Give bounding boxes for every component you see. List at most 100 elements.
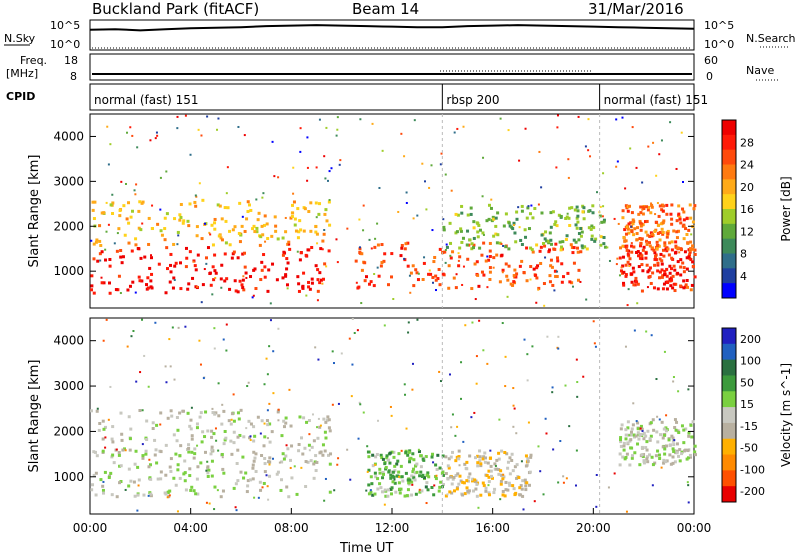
- echo-speckle: [365, 489, 368, 492]
- echo-speckle: [149, 139, 152, 142]
- echo-cell: [232, 486, 236, 490]
- echo-cell: [213, 412, 217, 416]
- echo-cell: [512, 280, 516, 284]
- echo-speckle: [241, 215, 244, 218]
- echo-cell: [443, 250, 447, 254]
- echo-cell: [484, 259, 488, 263]
- echo-cell: [642, 437, 646, 441]
- echo-cell: [262, 223, 266, 227]
- echo-cell: [308, 287, 312, 291]
- echo-cell: [484, 489, 488, 493]
- echo-speckle: [522, 508, 525, 511]
- echo-cell: [290, 203, 294, 207]
- echo-cell: [184, 246, 188, 250]
- echo-speckle: [353, 332, 356, 335]
- echo-cell: [370, 482, 374, 486]
- echo-cell: [678, 448, 682, 452]
- echo-cell: [478, 449, 482, 453]
- echo-cell: [549, 238, 553, 242]
- echo-cell: [575, 216, 579, 220]
- echo-cell: [550, 265, 554, 269]
- echo-speckle: [272, 457, 275, 460]
- echo-cell: [213, 485, 217, 489]
- echo-cell: [559, 214, 563, 218]
- echo-cell: [112, 461, 116, 465]
- echo-cell: [518, 493, 522, 497]
- echo-cell: [495, 253, 499, 257]
- echo-cell: [671, 436, 675, 440]
- echo-speckle: [559, 440, 562, 443]
- echo-cell: [680, 452, 684, 456]
- echo-cell: [456, 472, 460, 476]
- echo-speckle: [200, 134, 203, 137]
- echo-cell: [488, 266, 492, 270]
- echo-cell: [438, 283, 442, 287]
- echo-speckle: [504, 385, 507, 388]
- echo-speckle: [362, 204, 365, 207]
- echo-cell: [133, 462, 137, 466]
- echo-cell: [689, 258, 693, 262]
- echo-cell: [479, 462, 483, 466]
- echo-cell: [682, 266, 686, 270]
- colorbar-cell: [722, 179, 736, 195]
- echo-cell: [406, 488, 410, 492]
- echo-speckle: [639, 427, 642, 430]
- echo-cell: [266, 237, 270, 241]
- colorbar-cell: [722, 422, 736, 440]
- echo-cell: [581, 210, 585, 214]
- echo-cell: [542, 282, 546, 286]
- echo-cell: [501, 489, 505, 493]
- echo-speckle: [199, 363, 202, 366]
- echo-cell: [555, 224, 559, 228]
- echo-cell: [307, 419, 311, 423]
- echo-cell: [656, 449, 660, 453]
- echo-cell: [462, 481, 466, 485]
- echo-cell: [669, 212, 673, 216]
- echo-cell: [580, 230, 584, 234]
- echo-cell: [235, 461, 239, 465]
- echo-cell: [626, 209, 630, 213]
- echo-cell: [119, 255, 123, 259]
- echo-cell: [148, 476, 152, 480]
- echo-cell: [627, 231, 631, 235]
- echo-cell: [290, 476, 294, 480]
- echo-cell: [298, 415, 302, 419]
- echo-cell: [671, 274, 675, 278]
- echo-speckle: [359, 403, 362, 406]
- echo-cell: [506, 488, 510, 492]
- echo-cell: [458, 255, 462, 259]
- echo-cell: [520, 204, 524, 208]
- echo-speckle: [630, 242, 633, 245]
- echo-cell: [310, 445, 314, 449]
- echo-cell: [566, 271, 570, 275]
- echo-speckle: [168, 494, 171, 497]
- echo-cell: [214, 271, 218, 275]
- echo-cell: [461, 236, 465, 240]
- echo-cell: [660, 268, 664, 272]
- echo-cell: [371, 453, 375, 457]
- echo-speckle: [515, 432, 518, 435]
- echo-cell: [537, 286, 541, 290]
- echo-cell: [232, 419, 236, 423]
- echo-cell: [518, 264, 522, 268]
- echo-cell: [188, 202, 192, 206]
- echo-speckle: [133, 189, 136, 192]
- echo-speckle: [432, 461, 435, 464]
- echo-cell: [254, 287, 258, 291]
- echo-cell: [682, 286, 686, 290]
- echo-cell: [691, 247, 695, 251]
- echo-cell: [520, 209, 524, 213]
- echo-cell: [636, 282, 640, 286]
- echo-speckle: [624, 345, 627, 348]
- echo-cell: [188, 424, 192, 428]
- echo-speckle: [368, 238, 371, 241]
- echo-cell: [551, 283, 555, 287]
- echo-cell: [254, 469, 258, 473]
- echo-speckle: [362, 411, 365, 414]
- echo-cell: [560, 280, 564, 284]
- echo-cell: [397, 470, 401, 474]
- echo-cell: [230, 452, 234, 456]
- echo-speckle: [154, 321, 157, 324]
- echo-cell: [548, 231, 552, 235]
- echo-cell: [441, 470, 445, 474]
